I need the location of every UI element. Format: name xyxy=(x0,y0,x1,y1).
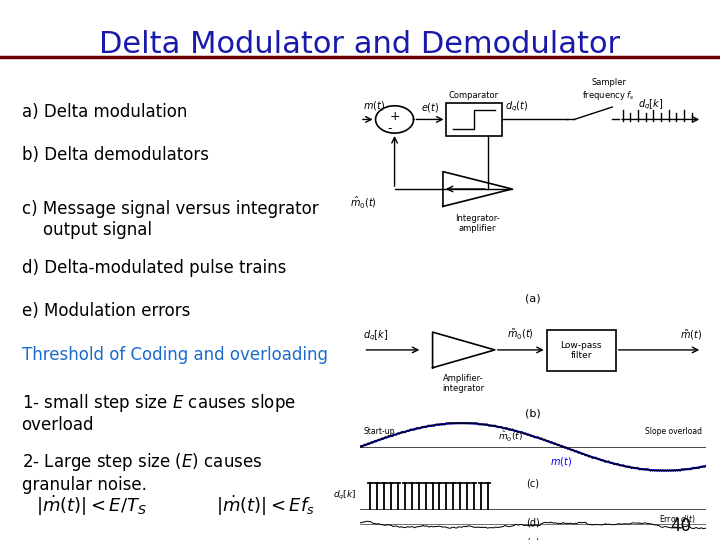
Text: (c): (c) xyxy=(526,478,539,489)
Text: +: + xyxy=(390,111,400,124)
Text: $\hat{m}_0(t)$: $\hat{m}_0(t)$ xyxy=(498,430,523,444)
Bar xyxy=(546,330,616,372)
Text: $e(t)$: $e(t)$ xyxy=(420,102,439,114)
Text: Comparator: Comparator xyxy=(449,91,499,99)
Text: 2- Large step size ($E$) causes
granular noise.: 2- Large step size ($E$) causes granular… xyxy=(22,451,262,494)
Text: c) Message signal versus integrator
    output signal: c) Message signal versus integrator outp… xyxy=(22,200,318,239)
Text: a) Delta modulation: a) Delta modulation xyxy=(22,103,187,120)
Text: $|\dot{m}(t)| < E/T_S$: $|\dot{m}(t)| < E/T_S$ xyxy=(36,494,147,518)
Text: (b): (b) xyxy=(525,409,541,419)
Text: Low-pass
filter: Low-pass filter xyxy=(560,341,602,360)
Text: Sampler
frequency $f_s$: Sampler frequency $f_s$ xyxy=(582,78,635,102)
Text: d) Delta-modulated pulse trains: d) Delta-modulated pulse trains xyxy=(22,259,286,277)
Text: $d_q[k]$: $d_q[k]$ xyxy=(333,489,356,502)
Text: $\tilde{m}(t)$: $\tilde{m}(t)$ xyxy=(680,328,702,342)
Text: $\hat{m}_0(t)$: $\hat{m}_0(t)$ xyxy=(351,194,377,210)
Text: $d_q[k]$: $d_q[k]$ xyxy=(638,98,663,112)
Text: Start-up: Start-up xyxy=(364,427,395,436)
Text: (d): (d) xyxy=(526,518,540,528)
Text: Delta Modulator and Demodulator: Delta Modulator and Demodulator xyxy=(99,30,621,59)
Text: $d_q(t)$: $d_q(t)$ xyxy=(505,100,528,114)
Text: 40: 40 xyxy=(670,517,691,535)
Text: $\tilde{m}_0(t)$: $\tilde{m}_0(t)$ xyxy=(508,327,534,342)
Text: Slope overload: Slope overload xyxy=(645,427,702,436)
Bar xyxy=(446,103,502,136)
Text: 1- small step size $E$ causes slope
overload: 1- small step size $E$ causes slope over… xyxy=(22,392,296,434)
Text: $d_q[k]$: $d_q[k]$ xyxy=(364,328,389,343)
Text: $m(t)$: $m(t)$ xyxy=(550,455,572,468)
Text: b) Delta demodulators: b) Delta demodulators xyxy=(22,146,209,164)
Text: e) Modulation errors: e) Modulation errors xyxy=(22,302,190,320)
Text: Threshold of Coding and overloading: Threshold of Coding and overloading xyxy=(22,346,328,363)
Text: Integrator-
amplifier: Integrator- amplifier xyxy=(455,214,500,233)
Text: $m(t)$: $m(t)$ xyxy=(364,99,385,112)
Text: (e): (e) xyxy=(526,537,539,540)
Text: Amplifier-
integrator: Amplifier- integrator xyxy=(443,374,485,393)
Text: -: - xyxy=(387,122,392,134)
Text: (a): (a) xyxy=(525,293,541,303)
Text: Error $d(t)$: Error $d(t)$ xyxy=(659,514,696,525)
Text: $|\dot{m}(t)| < Ef_s$: $|\dot{m}(t)| < Ef_s$ xyxy=(216,494,315,518)
